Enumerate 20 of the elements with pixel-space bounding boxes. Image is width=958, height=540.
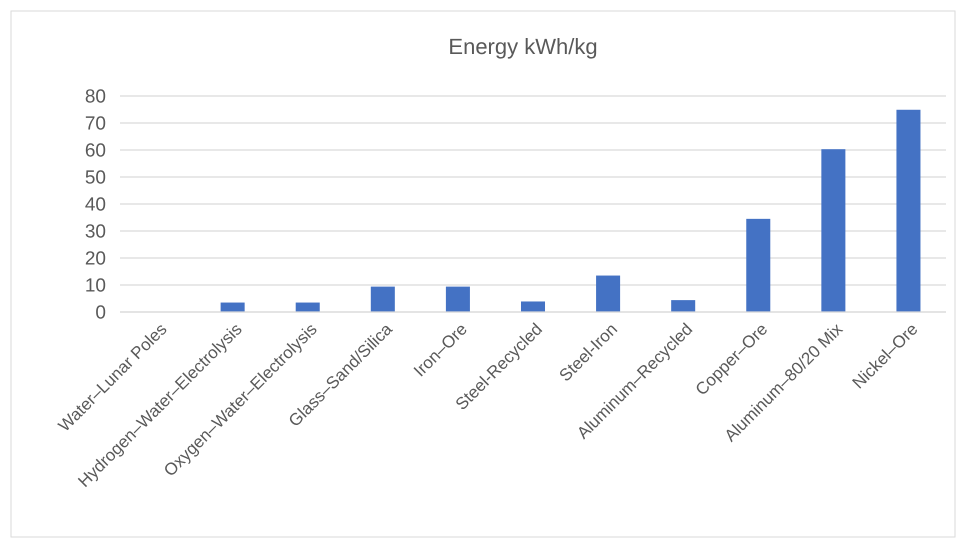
bar [596,276,620,312]
y-tick-label: 80 [84,86,106,108]
y-tick-label: 30 [84,222,106,243]
bar [896,110,920,312]
y-tick-label: 0 [95,302,106,324]
y-tick-label: 20 [84,248,106,270]
bar [296,302,320,312]
y-tick-label: 10 [84,276,106,297]
y-tick-label: 70 [84,114,106,135]
bar [821,149,846,312]
bar [220,302,245,312]
bar [446,286,470,312]
y-tick-label: 60 [84,140,106,162]
bar [671,300,696,312]
y-tick-label: 40 [84,194,106,216]
chart-title: Energy kWh/kg [448,34,598,59]
bar [746,218,770,312]
bar [370,286,395,312]
bar [520,301,546,312]
y-tick-label: 50 [84,168,106,189]
